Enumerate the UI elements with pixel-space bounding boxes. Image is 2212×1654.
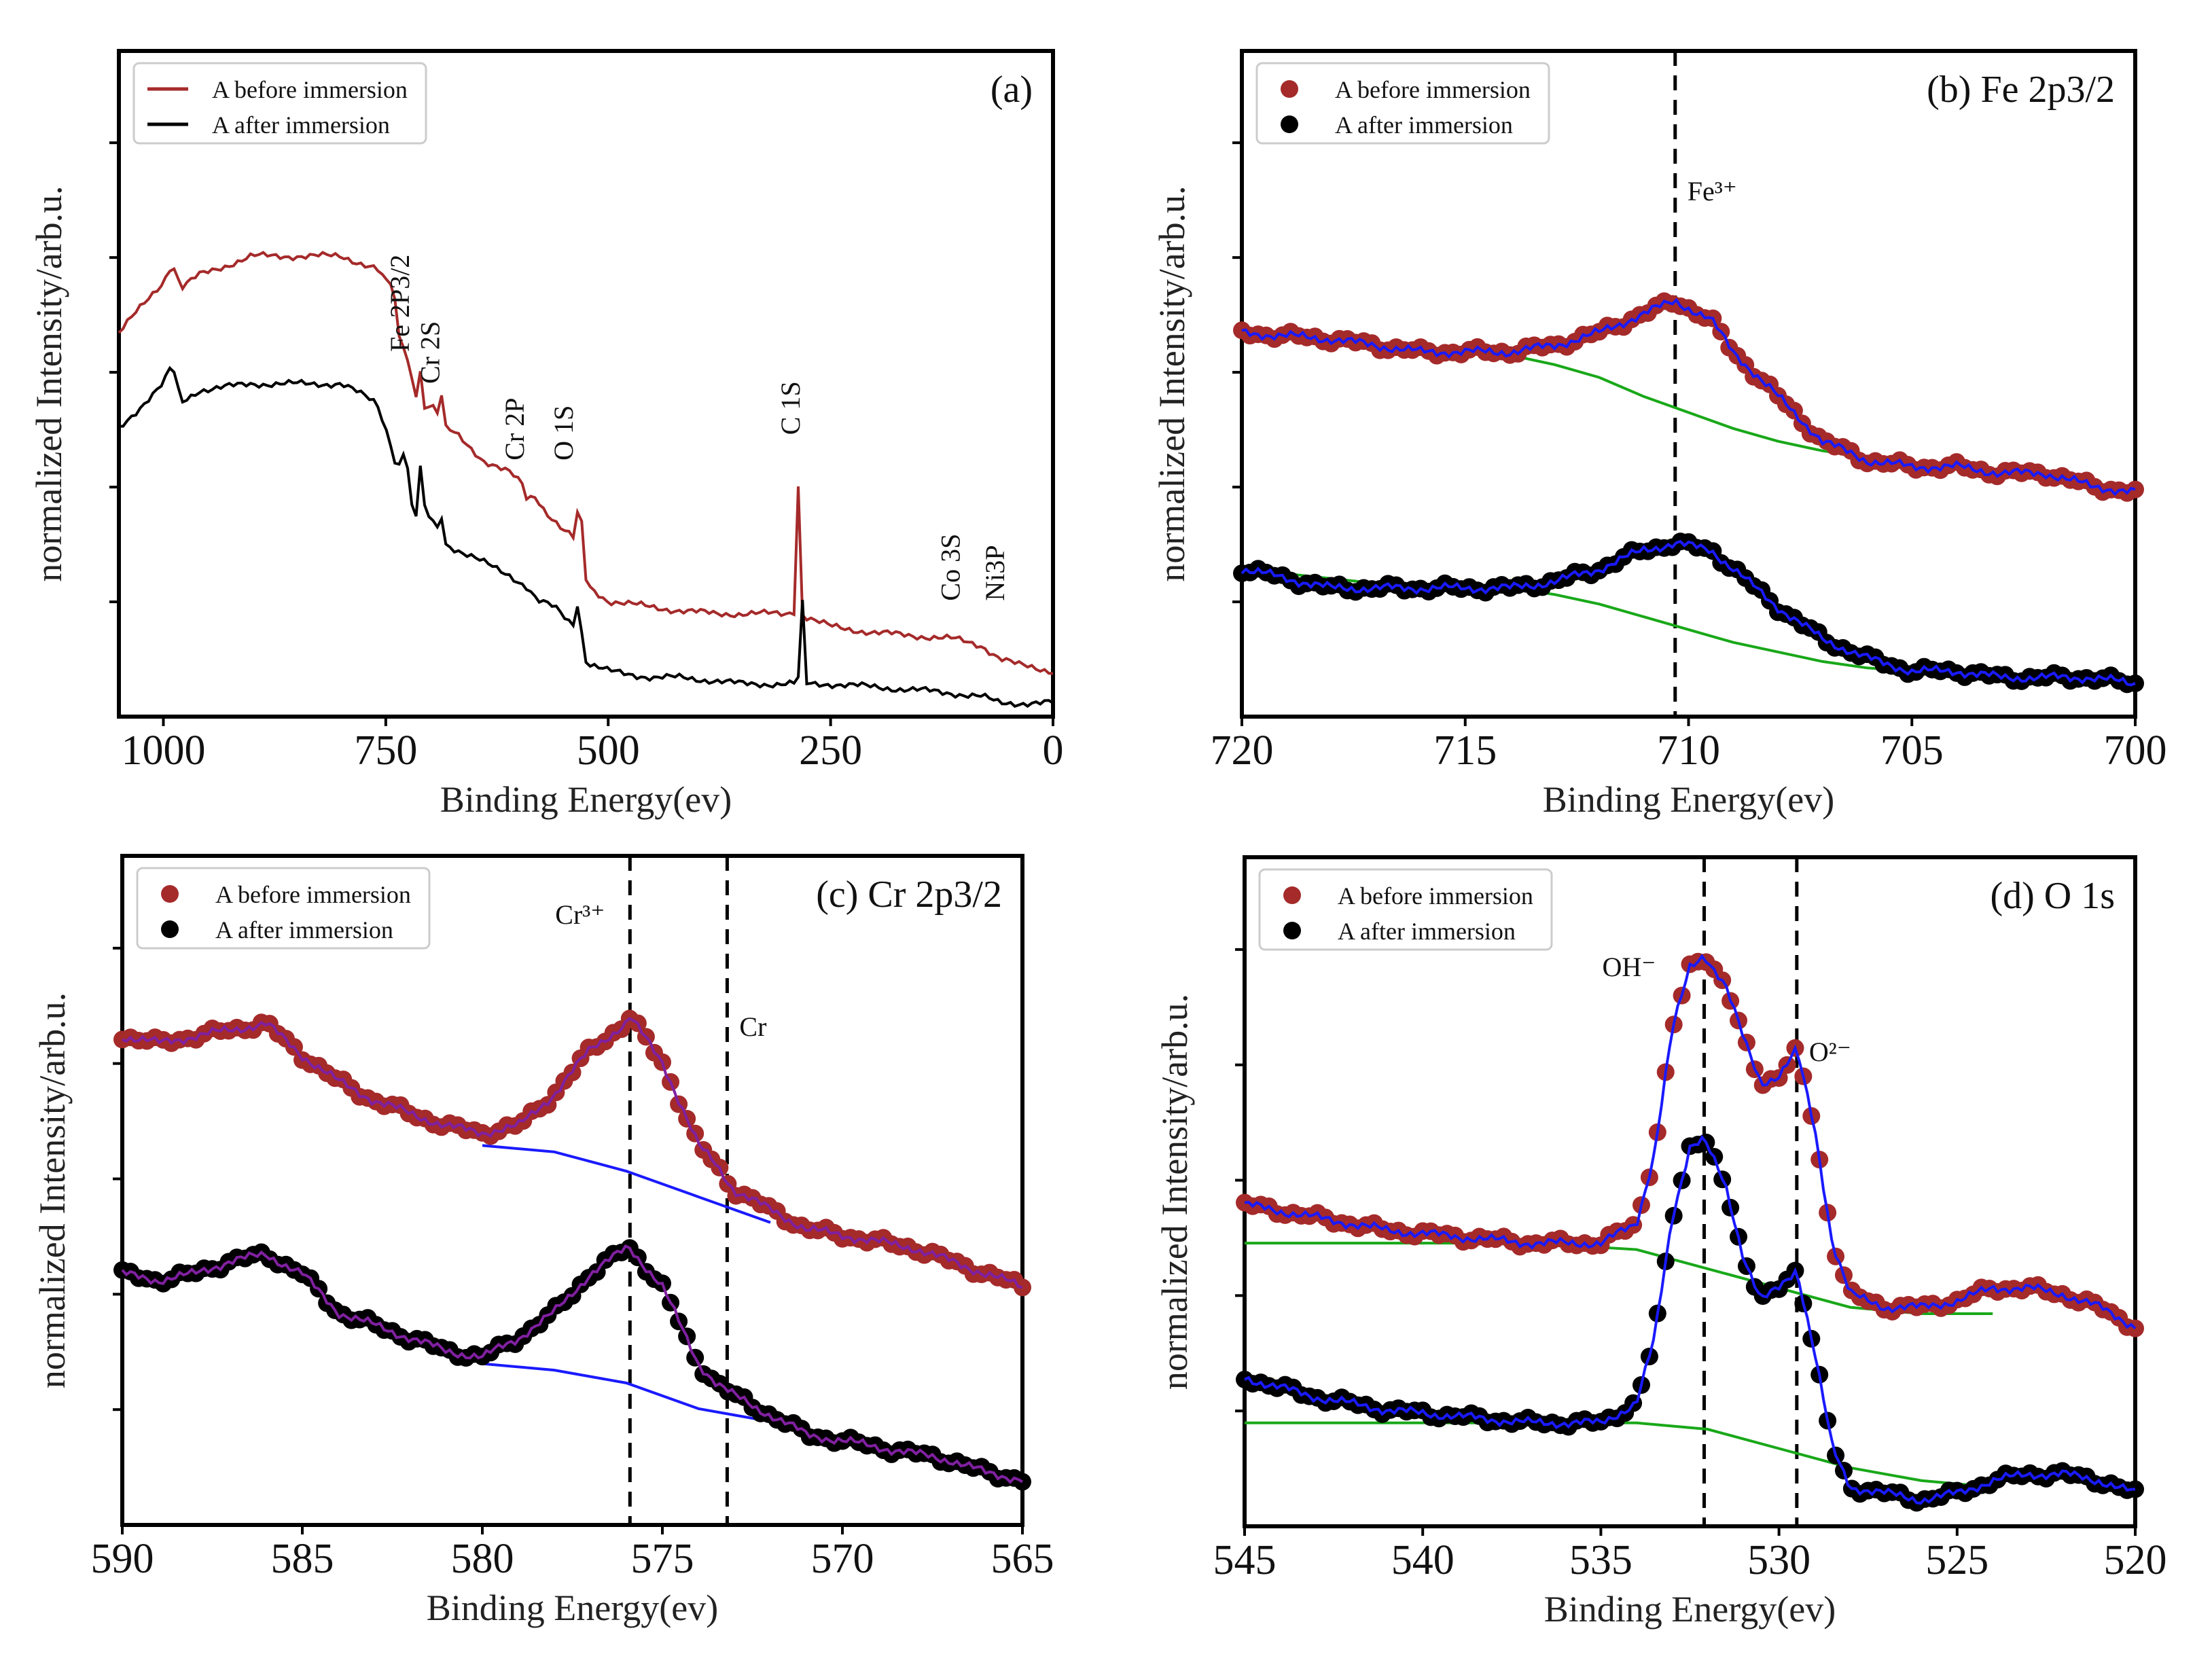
legend-a: A before immersion A after immersion: [132, 62, 427, 145]
reference-label: Cr: [739, 1011, 766, 1042]
reference-label: O²⁻: [1809, 1037, 1851, 1067]
x-tick-label-b: 710: [1657, 727, 1720, 774]
y-axis-title-d: normalized Intensity/arb.u.: [1154, 994, 1195, 1390]
legend-box: [132, 62, 427, 145]
legend-c: A before immersion A after immersion: [136, 867, 431, 950]
legend-label: A before immersion: [212, 76, 408, 103]
background-curve: [482, 1144, 771, 1224]
x-tick-label-d: 525: [1925, 1537, 1988, 1583]
legend-b: A before immersion A after immersion: [1255, 62, 1550, 145]
fit-envelope: [121, 1244, 1023, 1484]
x-tick-label-b: 700: [2104, 727, 2167, 774]
plot-frame-b: [1240, 49, 2137, 719]
x-axis-title-c: Binding Energy(ev): [427, 1587, 718, 1628]
background-curve: [1245, 1421, 1993, 1489]
peak-label: Fe 2P3/2: [385, 255, 415, 352]
legend-box: [136, 867, 431, 950]
series-line-after: [118, 365, 1054, 708]
reference-label: Cr³⁺: [555, 899, 605, 930]
x-tick-label-a: 1000: [121, 727, 205, 774]
legend-swatch: [1283, 922, 1301, 939]
y-axis-title-a: normalized Intensity/arb.u.: [29, 185, 69, 581]
x-tick-label-d: 530: [1747, 1537, 1810, 1583]
legend-box: [1255, 62, 1550, 145]
panel-label-b: (b) Fe 2p3/2: [1927, 69, 2115, 111]
fit-envelope: [1241, 539, 2136, 687]
fit-envelope: [1244, 1134, 2136, 1505]
x-tick-label-d: 545: [1213, 1537, 1277, 1583]
x-tick-label-d: 520: [2104, 1537, 2167, 1583]
panel-label-a: (a): [991, 69, 1033, 111]
fit-envelope: [1241, 298, 2136, 497]
legend-swatch: [161, 920, 179, 938]
legend-label: A before immersion: [1335, 76, 1531, 103]
peak-label: C 1S: [775, 381, 806, 435]
panel-label-d: (d) O 1s: [1990, 875, 2115, 917]
y-axis-title-c: normalized Intensity/arb.u.: [32, 992, 73, 1388]
x-tick-label-c: 590: [91, 1536, 154, 1582]
background-curve: [482, 1362, 771, 1423]
legend-label: A after immersion: [1338, 918, 1516, 945]
plot-frame-a: [117, 49, 1055, 719]
legend-label: A after immersion: [212, 111, 390, 139]
peak-label: O 1S: [548, 406, 579, 461]
x-tick-label-a: 500: [577, 727, 640, 774]
x-tick-label-b: 720: [1211, 727, 1274, 774]
x-tick-label-c: 570: [811, 1536, 874, 1582]
legend-label: A before immersion: [215, 881, 411, 908]
series-line-before: [118, 251, 1054, 675]
x-tick-label-d: 540: [1391, 1537, 1455, 1583]
x-axis-title-d: Binding Energy(ev): [1544, 1589, 1836, 1630]
legend-box: [1258, 868, 1553, 951]
plot-frame-d: [1243, 855, 2137, 1528]
y-axis-title-b: normalized Intensity/arb.u.: [1152, 185, 1192, 581]
x-tick-label-a: 250: [799, 727, 862, 774]
reference-label: OH⁻: [1602, 952, 1656, 982]
x-tick-label-b: 705: [1880, 727, 1944, 774]
peak-label: Cr 2S: [414, 321, 445, 384]
x-axis-title-b: Binding Energy(ev): [1543, 779, 1834, 820]
x-tick-label-c: 580: [451, 1536, 514, 1582]
fit-envelope: [1244, 954, 2137, 1330]
legend-label: A after immersion: [1335, 111, 1513, 139]
x-tick-label-c: 565: [991, 1536, 1054, 1582]
x-tick-label-c: 585: [271, 1536, 334, 1582]
x-axis-title-a: Binding Energy(ev): [440, 779, 732, 820]
legend-label: A before immersion: [1338, 882, 1533, 910]
plot-frame-c: [120, 854, 1024, 1527]
panel-d: 545 540 535 530 525 520 Binding Energy(ev) norm…: [1154, 855, 2167, 1630]
fit-envelope: [122, 1017, 1023, 1289]
legend-d: A before immersion A after immersion: [1258, 868, 1553, 951]
peak-label: Ni3P: [980, 545, 1010, 600]
panel-label-c: (c) Cr 2p3/2: [816, 874, 1002, 916]
x-tick-label-a: 0: [1043, 727, 1064, 774]
legend-swatch: [1283, 886, 1301, 904]
x-tick-label-d: 535: [1569, 1537, 1633, 1583]
peak-label: Cr 2P: [499, 398, 530, 461]
legend-label: A after immersion: [215, 916, 393, 943]
legend-swatch: [1281, 115, 1298, 133]
peak-label: Co 3S: [935, 534, 966, 601]
x-tick-label-b: 715: [1433, 727, 1497, 774]
legend-swatch: [1281, 80, 1298, 98]
legend-swatch: [161, 885, 179, 903]
panel-b: 720 715 710 705 700 Binding Energy(ev) normali…: [1152, 49, 2167, 820]
panel-a: 1000 750 500 250 0 Binding Energy(ev) normaliz…: [29, 49, 1064, 820]
panel-c: 590 585 580 575 570 565 Binding Energy(ev) norm…: [32, 854, 1054, 1628]
x-tick-label-c: 575: [631, 1536, 694, 1582]
reference-label: Fe³⁺: [1688, 176, 1737, 206]
x-tick-label-a: 750: [354, 727, 417, 774]
